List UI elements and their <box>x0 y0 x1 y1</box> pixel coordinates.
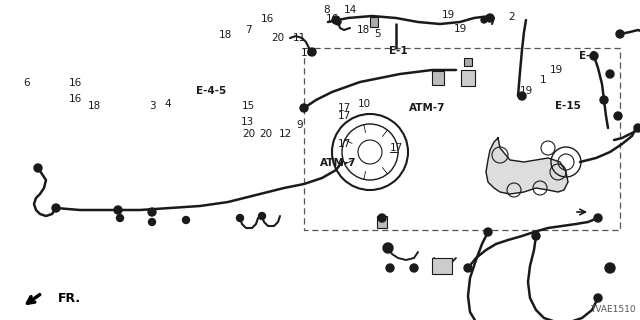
Text: 7: 7 <box>245 25 252 36</box>
Text: 2: 2 <box>509 12 515 22</box>
Circle shape <box>116 214 124 221</box>
Circle shape <box>335 19 341 25</box>
Circle shape <box>332 16 340 24</box>
Circle shape <box>34 164 42 172</box>
Text: 20: 20 <box>242 129 255 139</box>
Text: E-1: E-1 <box>388 45 408 56</box>
Circle shape <box>410 264 418 272</box>
Text: 4: 4 <box>164 99 171 109</box>
Circle shape <box>616 30 624 38</box>
Text: 12: 12 <box>279 129 292 139</box>
Circle shape <box>605 263 615 273</box>
Circle shape <box>481 17 487 23</box>
Text: ATM-7: ATM-7 <box>409 103 446 113</box>
Circle shape <box>300 104 308 112</box>
Text: 5: 5 <box>374 28 381 39</box>
Text: 17: 17 <box>338 111 351 121</box>
Text: 14: 14 <box>344 4 357 15</box>
Circle shape <box>378 214 386 222</box>
Text: 16: 16 <box>301 48 314 58</box>
Circle shape <box>386 264 394 272</box>
Text: 20: 20 <box>271 33 284 43</box>
Text: 19: 19 <box>520 86 532 96</box>
Text: 19: 19 <box>550 65 563 75</box>
Circle shape <box>532 232 540 240</box>
Bar <box>377 216 387 228</box>
Text: 17: 17 <box>390 143 403 153</box>
Bar <box>304 48 620 230</box>
Circle shape <box>486 14 494 22</box>
Text: 17: 17 <box>338 103 351 113</box>
Text: 16: 16 <box>261 14 274 24</box>
Text: E-15: E-15 <box>556 100 581 111</box>
Text: 8: 8 <box>323 4 330 15</box>
Text: 20: 20 <box>259 129 272 139</box>
Text: 15: 15 <box>242 100 255 111</box>
Circle shape <box>594 214 602 222</box>
Text: TVAE1510: TVAE1510 <box>590 305 636 314</box>
Text: 18: 18 <box>219 30 232 40</box>
Text: 18: 18 <box>88 100 101 111</box>
Circle shape <box>114 206 122 214</box>
Text: 19: 19 <box>454 24 467 35</box>
Polygon shape <box>486 138 568 194</box>
Circle shape <box>237 214 243 221</box>
Text: 16: 16 <box>326 13 339 24</box>
Circle shape <box>594 294 602 302</box>
Text: 17: 17 <box>338 139 351 149</box>
Bar <box>461 70 475 86</box>
Circle shape <box>383 243 393 253</box>
Text: FR.: FR. <box>58 292 81 306</box>
Text: E-4-5: E-4-5 <box>196 86 227 96</box>
Circle shape <box>148 208 156 216</box>
Circle shape <box>464 264 472 272</box>
Text: 6: 6 <box>24 77 30 88</box>
Text: 19: 19 <box>442 10 454 20</box>
Circle shape <box>600 96 608 104</box>
Circle shape <box>606 70 614 78</box>
Text: 18: 18 <box>357 25 370 36</box>
Bar <box>464 58 472 66</box>
Bar <box>370 17 378 27</box>
Circle shape <box>308 48 316 56</box>
Text: ATM-7: ATM-7 <box>319 157 356 168</box>
Circle shape <box>182 217 189 223</box>
Text: 9: 9 <box>296 120 303 131</box>
Bar <box>432 71 444 85</box>
Text: 16: 16 <box>69 77 82 88</box>
Bar <box>432 258 452 274</box>
Text: 1: 1 <box>540 75 546 85</box>
Circle shape <box>590 52 598 60</box>
Text: 13: 13 <box>241 116 253 127</box>
Circle shape <box>484 228 492 236</box>
Circle shape <box>634 124 640 132</box>
Circle shape <box>259 212 266 220</box>
Text: E-1: E-1 <box>579 51 598 61</box>
Circle shape <box>52 204 60 212</box>
Circle shape <box>148 219 156 226</box>
Text: 11: 11 <box>293 33 306 43</box>
Text: 10: 10 <box>358 99 371 109</box>
Text: 16: 16 <box>69 94 82 104</box>
Circle shape <box>614 112 622 120</box>
Text: 3: 3 <box>149 100 156 111</box>
Circle shape <box>518 92 526 100</box>
